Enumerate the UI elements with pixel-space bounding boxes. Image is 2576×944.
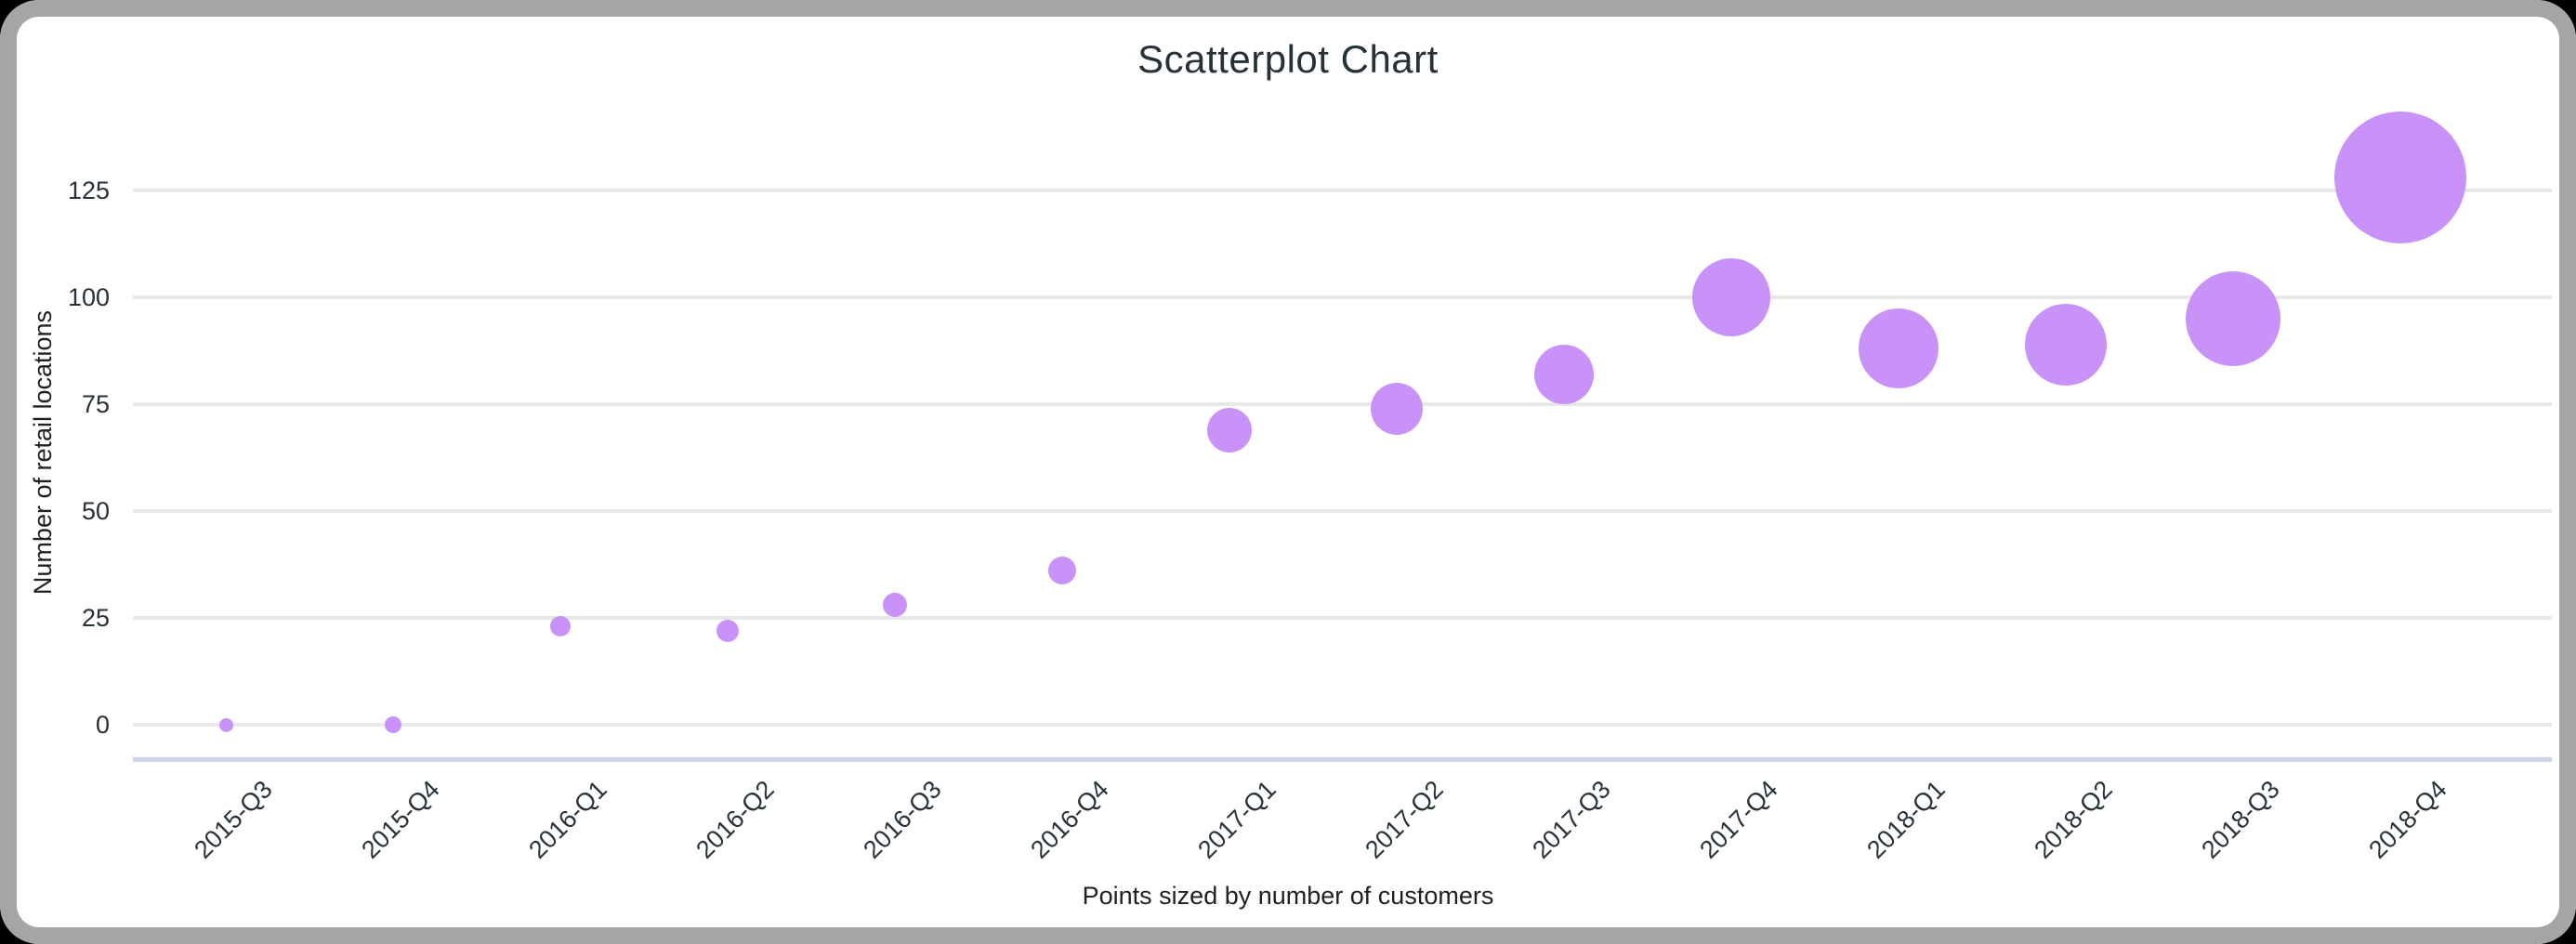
scatter-point-2017-Q4[interactable] bbox=[1692, 258, 1770, 336]
y-axis-title: Number of retail locations bbox=[29, 309, 57, 596]
y-tick-label: 0 bbox=[95, 711, 110, 739]
gridline-y-75 bbox=[133, 402, 2552, 406]
scatter-point-2015-Q4[interactable] bbox=[385, 716, 401, 733]
scatter-point-2018-Q2[interactable] bbox=[2025, 303, 2107, 386]
scatter-point-2017-Q1[interactable] bbox=[1207, 407, 1252, 452]
scatter-point-2016-Q1[interactable] bbox=[550, 616, 571, 637]
gridline-y-0 bbox=[133, 723, 2552, 727]
scatter-point-2018-Q3[interactable] bbox=[2186, 271, 2280, 366]
scatter-point-2015-Q3[interactable] bbox=[218, 717, 233, 732]
scatter-point-2018-Q1[interactable] bbox=[1859, 308, 1939, 389]
scatter-point-2016-Q4[interactable] bbox=[1048, 557, 1076, 585]
scatter-point-2018-Q4[interactable] bbox=[2334, 111, 2466, 244]
scatter-point-2017-Q3[interactable] bbox=[1534, 344, 1594, 404]
scatter-point-2017-Q2[interactable] bbox=[1371, 382, 1423, 435]
y-tick-label: 25 bbox=[81, 604, 110, 632]
gridline-y-125 bbox=[133, 189, 2552, 192]
x-axis-baseline bbox=[133, 757, 2552, 762]
scatter-point-2016-Q2[interactable] bbox=[716, 619, 739, 642]
y-tick-label: 100 bbox=[67, 283, 110, 311]
y-tick-label: 125 bbox=[67, 177, 110, 204]
x-axis-caption: Points sized by number of customers bbox=[1082, 882, 1494, 910]
gridline-y-100 bbox=[133, 295, 2552, 299]
gridline-y-50 bbox=[133, 509, 2552, 513]
y-tick-label: 75 bbox=[81, 390, 110, 418]
chart-title: Scatterplot Chart bbox=[1137, 37, 1439, 81]
gridline-y-25 bbox=[133, 616, 2552, 620]
scatter-point-2016-Q3[interactable] bbox=[883, 593, 907, 618]
y-tick-label: 50 bbox=[81, 497, 110, 525]
